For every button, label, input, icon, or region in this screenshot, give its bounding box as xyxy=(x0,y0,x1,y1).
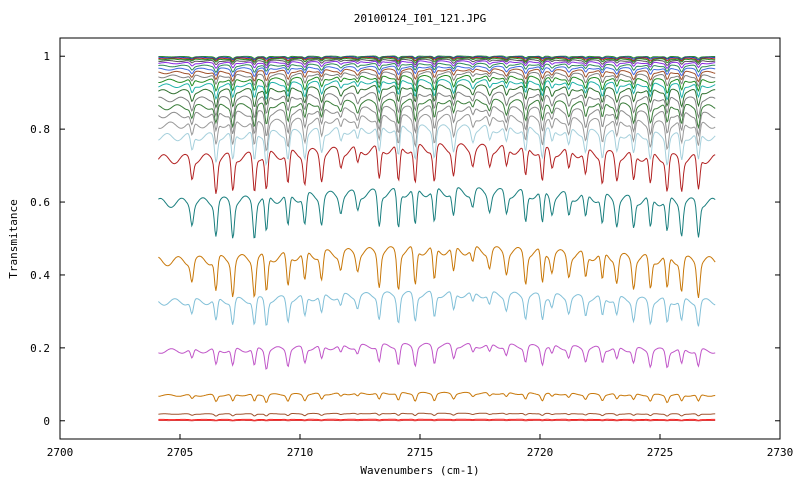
y-tick-label: 0.2 xyxy=(30,342,50,355)
series-line xyxy=(158,391,716,404)
x-tick-label: 2700 xyxy=(47,446,74,459)
series-line xyxy=(158,75,716,95)
series-line xyxy=(158,68,716,83)
series-layer xyxy=(157,55,716,422)
x-axis-label: Wavenumbers (cm-1) xyxy=(360,464,479,477)
y-tick-label: 0 xyxy=(43,415,50,428)
series-line xyxy=(158,56,716,61)
series-line xyxy=(158,58,716,66)
chart-title: 20100124_I01_121.JPG xyxy=(354,12,486,25)
series-line xyxy=(158,65,716,78)
x-axis-ticks: 2700 2705 2710 2715 2720 2725 2730 xyxy=(47,434,794,459)
y-tick-label: 0.4 xyxy=(30,269,50,282)
x-tick-label: 2715 xyxy=(407,446,434,459)
series-line xyxy=(158,56,716,62)
series-line xyxy=(158,62,716,74)
series-line xyxy=(158,418,716,421)
x-tick-label: 2710 xyxy=(287,446,314,459)
series-line xyxy=(157,143,716,194)
y-axis-label: Transmitance xyxy=(7,199,20,278)
x-tick-label: 2725 xyxy=(647,446,674,459)
series-line xyxy=(158,60,716,69)
series-line xyxy=(158,105,716,138)
x-tick-label: 2730 xyxy=(767,446,794,459)
plot-frame xyxy=(59,37,781,440)
series-line xyxy=(158,187,716,239)
series-line xyxy=(158,113,716,152)
series-line xyxy=(158,79,716,101)
series-line xyxy=(158,91,716,119)
series-line xyxy=(158,412,716,417)
y-axis-ticks: 0 0.2 0.4 0.6 0.8 1 xyxy=(30,50,780,428)
y-tick-label: 0.8 xyxy=(30,123,50,136)
series-line xyxy=(158,290,716,327)
y-tick-label: 1 xyxy=(43,50,50,63)
series-line xyxy=(158,419,716,422)
series-line xyxy=(158,246,716,298)
x-tick-label: 2720 xyxy=(527,446,554,459)
x-tick-label: 2705 xyxy=(167,446,194,459)
series-line xyxy=(158,71,716,88)
series-line xyxy=(158,98,716,130)
y-tick-label: 0.6 xyxy=(30,196,50,209)
series-line xyxy=(158,342,716,370)
series-line xyxy=(158,124,716,167)
series-line xyxy=(158,84,716,109)
series-line xyxy=(158,57,716,64)
